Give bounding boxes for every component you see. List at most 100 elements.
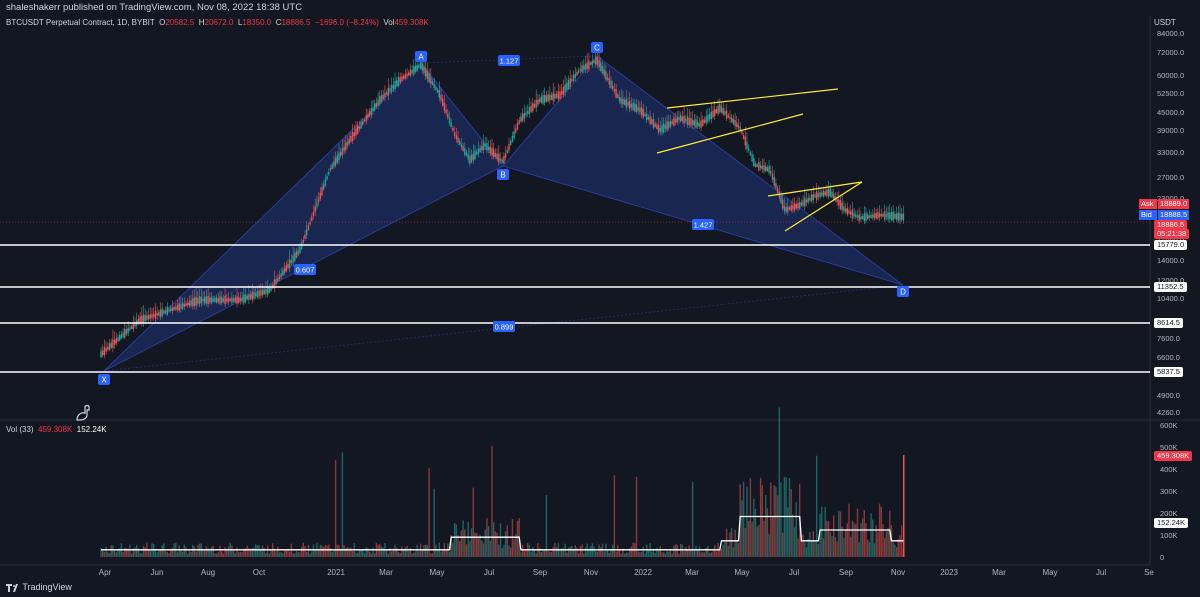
wedge-lower-trendline[interactable] (656, 113, 804, 154)
candle-body (122, 332, 124, 338)
candle-body (787, 206, 789, 212)
volume-bar (241, 552, 243, 557)
candle-body (448, 117, 451, 124)
pattern-point-x[interactable]: X (98, 374, 110, 385)
candle-body (232, 298, 235, 302)
volume-bar (673, 545, 675, 557)
candle-body (411, 70, 413, 73)
volume-bar (839, 511, 842, 557)
volume-tick-label: 300K (1160, 487, 1178, 496)
volume-axis[interactable]: 600K 500K 400K 300K 200K 100K 0 (1160, 421, 1178, 562)
candle-body (306, 229, 308, 235)
candle-body (768, 166, 770, 174)
volume-bar (559, 548, 561, 557)
level-tag-15779[interactable]: 15779.0 (1154, 240, 1188, 250)
pattern-point-c[interactable]: C (591, 42, 603, 53)
price-tick-label: 12000.0 (1157, 276, 1184, 285)
pattern-point-a[interactable]: A (415, 51, 427, 62)
volume-bar (688, 545, 690, 557)
volume-bar (613, 475, 616, 557)
volume-bar (136, 544, 138, 557)
volume-bar (846, 523, 848, 557)
price-tick-label: 4260.0 (1157, 408, 1180, 417)
volume-bar (882, 524, 884, 557)
candle-body (215, 297, 218, 303)
volume-bar (430, 553, 432, 557)
volume-bar (351, 551, 354, 557)
volume-bar (442, 549, 444, 557)
volume-bar (323, 547, 325, 557)
volume-bar (204, 549, 206, 557)
candle-body (355, 128, 357, 136)
candle-body (719, 104, 721, 113)
flag-lower-trendline[interactable] (784, 181, 863, 232)
price-tick-label: 52500.0 (1157, 89, 1184, 98)
candle-body (663, 123, 665, 133)
volume-bar (453, 522, 456, 557)
candle-body (751, 154, 753, 162)
volume-bar (894, 544, 896, 557)
candle-body (188, 301, 191, 306)
pattern-point-d[interactable]: D (897, 286, 909, 297)
volume-bar (703, 552, 706, 557)
volume-bar (365, 547, 367, 557)
ratio-bd[interactable]: 1.427 (692, 219, 714, 230)
volume-study-label[interactable]: Vol (33) (6, 425, 34, 434)
volume-bar (482, 543, 485, 557)
candle-body (100, 351, 102, 358)
candle-body (459, 141, 461, 145)
volume-bar (491, 445, 493, 557)
candle-body (545, 95, 548, 102)
pattern-xab-triangle[interactable] (103, 62, 504, 372)
volume-bar (428, 468, 430, 557)
price-tick-label: 4900.0 (1157, 391, 1180, 400)
candle-body (632, 102, 634, 111)
candle-body (561, 90, 563, 95)
candle-body (367, 114, 369, 119)
candle-body (394, 80, 396, 89)
close-label: C (275, 18, 282, 27)
level-tag-5837[interactable]: 5837.5 (1154, 367, 1183, 377)
volume-bar (372, 547, 374, 557)
volume-bar (251, 548, 253, 557)
candle-body (149, 314, 151, 319)
wedge-upper-trendline[interactable] (666, 88, 839, 109)
symbol-name[interactable]: BTCUSDT Perpetual Contract, 1D, BYBIT (6, 18, 155, 27)
candle-body (759, 165, 762, 169)
volume-bar (124, 547, 126, 557)
point-x-label: X (101, 376, 107, 385)
volume-bar (125, 548, 128, 557)
volume-bar (773, 485, 775, 557)
footer-brand[interactable]: TradingView (6, 582, 72, 592)
level-tag-11352[interactable]: 11352.5 (1154, 282, 1187, 292)
volume-bar (753, 498, 755, 557)
pattern-point-b[interactable]: B (497, 169, 509, 180)
volume-bar (771, 516, 774, 557)
candle-body (120, 334, 123, 339)
candle-body (370, 108, 372, 116)
candle-body (270, 286, 272, 291)
volume-bar (217, 552, 219, 557)
volume-bar (829, 532, 831, 557)
volume-bar (115, 552, 117, 557)
candle-body (708, 113, 711, 120)
candle-body (430, 77, 432, 84)
volume-bar (627, 552, 629, 557)
candle-body (736, 122, 738, 128)
level-tag-8614[interactable]: 8614.5 (1154, 318, 1183, 328)
candle-body (552, 92, 554, 101)
volume-bar (280, 552, 282, 557)
candle-body (846, 207, 848, 215)
ratio-ac[interactable]: 1.127 (498, 55, 520, 66)
volume-bar (640, 552, 643, 557)
volume-bar (833, 515, 835, 557)
ratio-xb[interactable]: 0.607 (294, 264, 316, 275)
candle-body (785, 207, 787, 213)
ratio-xd[interactable]: 0.899 (493, 321, 515, 332)
candle-body (589, 62, 592, 65)
time-axis[interactable]: Apr Jun Aug Oct 2021 Mar May Jul Sep Nov 2022 Mar Ma… (99, 568, 1155, 577)
candle-body (715, 109, 718, 114)
volume-bar (266, 545, 269, 557)
flag-upper-trendline[interactable] (767, 181, 863, 197)
